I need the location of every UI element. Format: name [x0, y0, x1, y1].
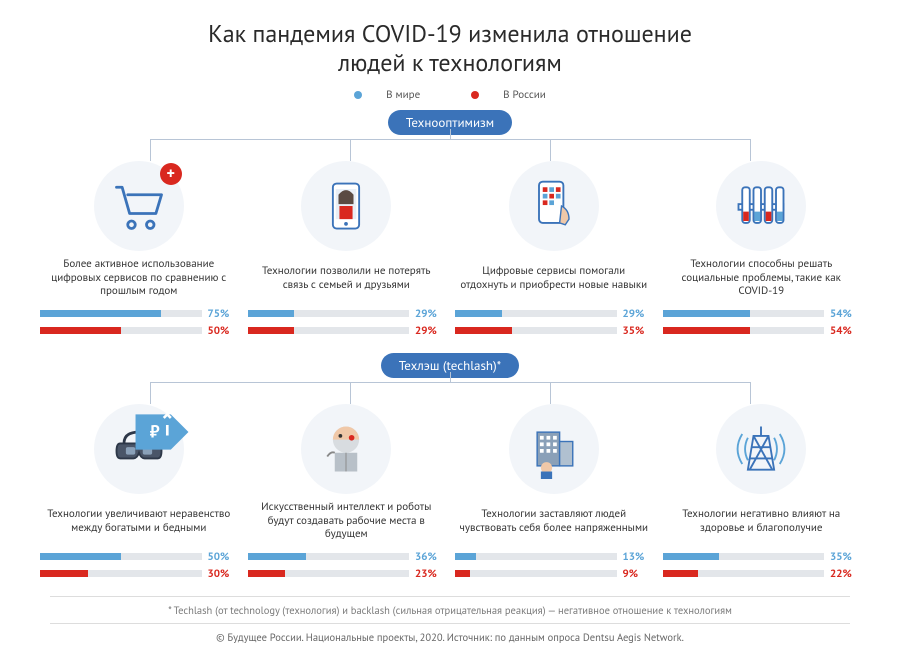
- card-caption: Технологии заставляют людей чувствовать …: [455, 500, 653, 544]
- bar-group: 75%50%: [40, 307, 238, 341]
- app-icon: [509, 161, 599, 251]
- bar-value-russia: 22%: [830, 567, 860, 581]
- videocall-icon: [301, 161, 391, 251]
- cart-icon: +: [94, 161, 184, 251]
- bar-value-russia: 54%: [830, 324, 860, 338]
- card-caption: Технологии увеличивают неравенство между…: [40, 500, 238, 544]
- bar-group: 13%9%: [455, 550, 653, 584]
- stat-card: Технологии негативно влияют на здоровье …: [663, 404, 861, 584]
- legend: В мире В России: [30, 88, 870, 102]
- bar-value-russia: 29%: [415, 324, 445, 338]
- bar-row-russia: 9%: [455, 567, 653, 581]
- connector-row-1: [50, 139, 850, 161]
- stat-card: Технологии позволили не потерять связь с…: [248, 161, 446, 341]
- bar-value-russia: 30%: [208, 567, 238, 581]
- bar-row-russia: 54%: [663, 324, 861, 338]
- bar-value-world: 50%: [208, 550, 238, 564]
- stat-card: Технологии способны решать социальные пр…: [663, 161, 861, 341]
- bar-group: 36%23%: [248, 550, 446, 584]
- bar-value-world: 54%: [830, 307, 860, 321]
- bar-row-russia: 30%: [40, 567, 238, 581]
- source: © Будущее России. Национальные проекты, …: [30, 630, 870, 644]
- connector-row-2: [50, 382, 850, 404]
- bar-group: 35%22%: [663, 550, 861, 584]
- legend-russia-label: В России: [503, 88, 546, 102]
- card-caption: Цифровые сервисы помогали отдохнуть и пр…: [455, 257, 653, 301]
- bar-row-russia: 50%: [40, 324, 238, 338]
- office-icon: [509, 404, 599, 494]
- footnote: * Techlash (от technology (технология) и…: [50, 596, 850, 624]
- tower-icon: [716, 404, 806, 494]
- stat-card: + Более активное использование цифровых с…: [40, 161, 238, 341]
- bar-row-world: 29%: [248, 307, 446, 321]
- stat-card: ₽ Технологии увеличивают неравенство межд…: [40, 404, 238, 584]
- svg-text:₽: ₽: [149, 419, 159, 442]
- bar-value-world: 13%: [623, 550, 653, 564]
- card-caption: Технологии позволили не потерять связь с…: [248, 257, 446, 301]
- stat-card: Цифровые сервисы помогали отдохнуть и пр…: [455, 161, 653, 341]
- vr-icon: ₽: [94, 404, 184, 494]
- price-tag-icon: ₽: [132, 402, 192, 467]
- bar-value-russia: 23%: [415, 567, 445, 581]
- legend-world-label: В мире: [386, 88, 420, 102]
- card-caption: Более активное использование цифровых се…: [40, 257, 238, 301]
- bar-row-world: 36%: [248, 550, 446, 564]
- bar-row-world: 29%: [455, 307, 653, 321]
- section1-grid: + Более активное использование цифровых с…: [40, 161, 860, 341]
- legend-dot-world: [354, 91, 362, 99]
- card-caption: Технологии способны решать социальные пр…: [663, 257, 861, 301]
- bar-value-world: 29%: [623, 307, 653, 321]
- legend-dot-russia: [471, 91, 479, 99]
- bar-row-russia: 23%: [248, 567, 446, 581]
- bar-row-russia: 35%: [455, 324, 653, 338]
- bar-value-russia: 9%: [623, 567, 653, 581]
- bar-row-world: 13%: [455, 550, 653, 564]
- plus-badge: +: [160, 163, 182, 185]
- section2-grid: ₽ Технологии увеличивают неравенство межд…: [40, 404, 860, 584]
- bar-group: 29%35%: [455, 307, 653, 341]
- bar-value-russia: 35%: [623, 324, 653, 338]
- bar-value-world: 35%: [830, 550, 860, 564]
- card-caption: Искусственный интеллект и роботы будут с…: [248, 500, 446, 544]
- bar-row-russia: 22%: [663, 567, 861, 581]
- bar-value-russia: 50%: [208, 324, 238, 338]
- page-title: Как пандемия COVID-19 изменила отношение…: [30, 20, 870, 78]
- bar-row-world: 35%: [663, 550, 861, 564]
- bar-value-world: 36%: [415, 550, 445, 564]
- bar-group: 50%30%: [40, 550, 238, 584]
- bar-group: 54%54%: [663, 307, 861, 341]
- card-caption: Технологии негативно влияют на здоровье …: [663, 500, 861, 544]
- bar-value-world: 75%: [208, 307, 238, 321]
- robot-icon: [301, 404, 391, 494]
- bar-group: 29%29%: [248, 307, 446, 341]
- stat-card: Технологии заставляют людей чувствовать …: [455, 404, 653, 584]
- bar-row-world: 50%: [40, 550, 238, 564]
- stat-card: Искусственный интеллект и роботы будут с…: [248, 404, 446, 584]
- testtubes-icon: [716, 161, 806, 251]
- bar-row-world: 54%: [663, 307, 861, 321]
- bar-value-world: 29%: [415, 307, 445, 321]
- bar-row-world: 75%: [40, 307, 238, 321]
- bar-row-russia: 29%: [248, 324, 446, 338]
